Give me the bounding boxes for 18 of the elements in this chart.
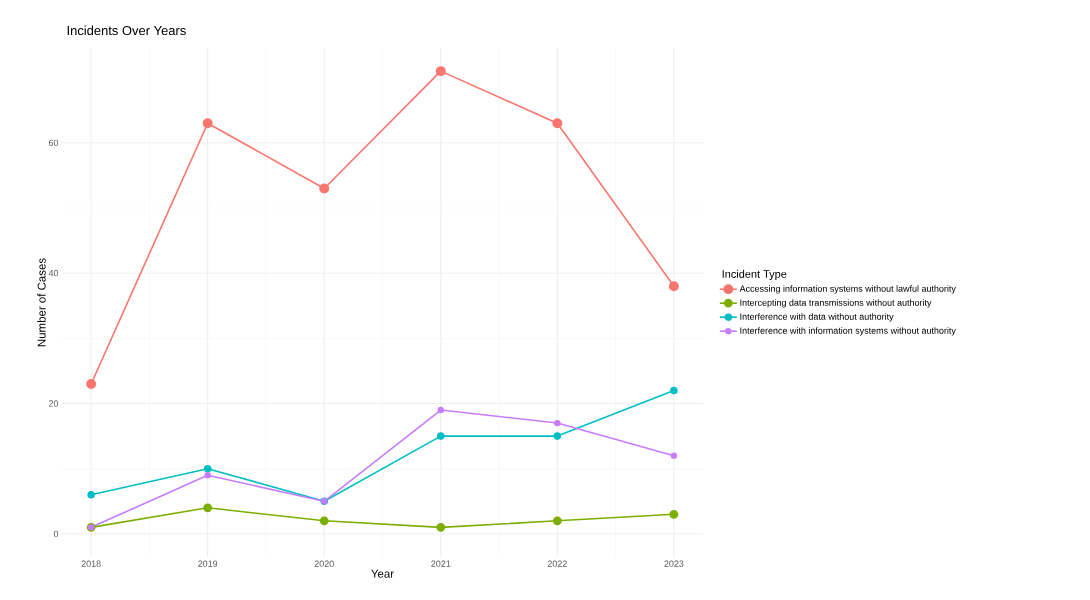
x-tick-label: 2020 (314, 560, 334, 567)
legend-title: Incident Type (722, 269, 787, 281)
x-tick-label: 2022 (547, 560, 567, 567)
x-tick-label: 2019 (198, 560, 218, 567)
x-tick-label: 2021 (431, 560, 451, 567)
legend-label: Intercepting data transmissions without authority (740, 299, 932, 308)
legend-label: Interference with data without authority (740, 313, 894, 322)
y-tick-label: 0 (53, 530, 59, 538)
y-tick-label: 60 (48, 139, 59, 146)
x-tick-label: 2018 (81, 560, 101, 567)
legend-label: Interference with information systems without authority (740, 327, 956, 336)
x-axis-title: Year (371, 569, 394, 578)
legend-label: Accessing information systems without lawful authority (739, 285, 956, 294)
y-tick-label: 40 (48, 269, 59, 277)
y-tick-label: 20 (48, 400, 59, 407)
x-tick-label: 2023 (664, 560, 684, 567)
chart-title: Incidents Over Years (67, 25, 186, 36)
y-axis-title: Number of Cases (37, 258, 46, 347)
